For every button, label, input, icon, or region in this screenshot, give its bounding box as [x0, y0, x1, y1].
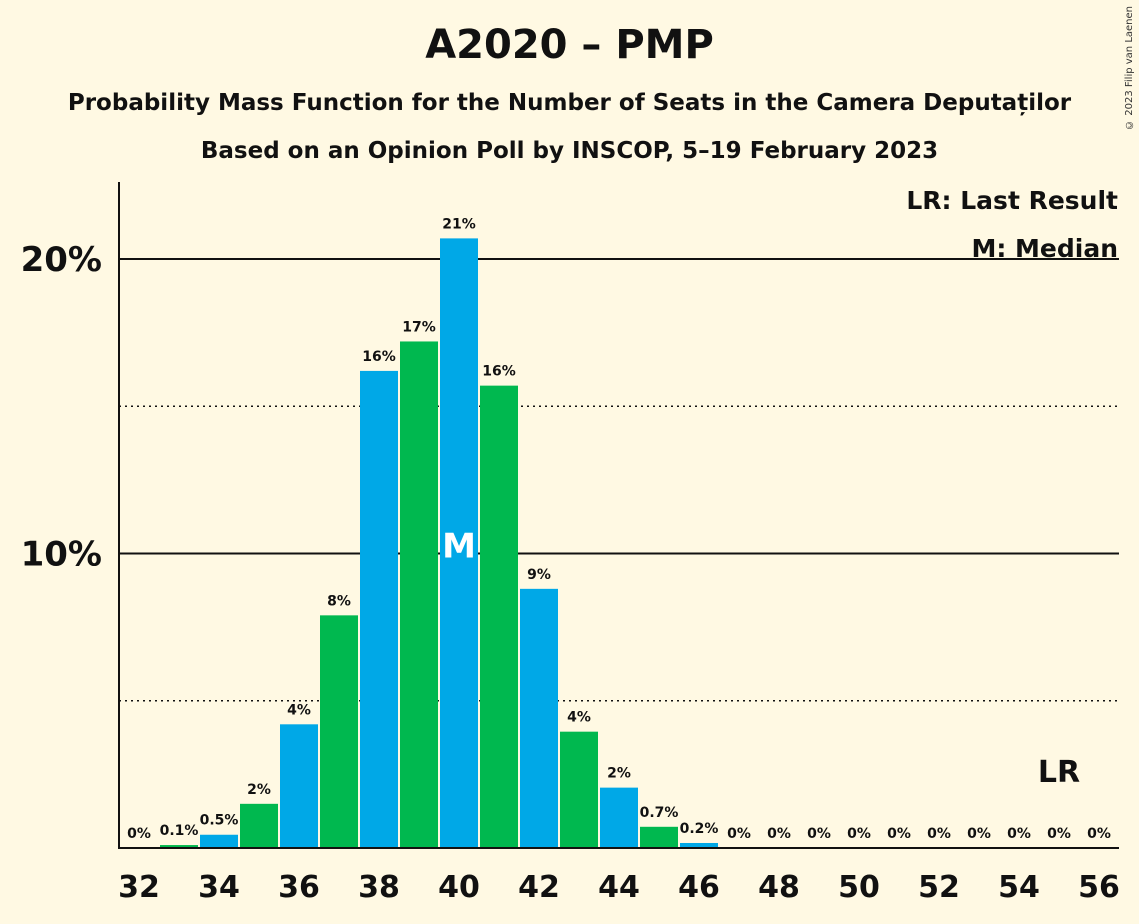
bar-label-seats-34: 0.5% — [200, 813, 239, 829]
bar-label-seats-43: 4% — [567, 710, 591, 726]
bar-label-seats-36: 4% — [287, 702, 311, 718]
x-tick-label-48: 48 — [758, 870, 800, 905]
bar-seats-39 — [400, 341, 438, 848]
bar-labels: 0% 0.1%0.5% 2% 4% 8% 16% 17% 21% 16% 9% 4% 2% 0.7%0.… — [127, 216, 1111, 842]
bar-seats-42 — [520, 588, 558, 848]
chart-title: A2020 – PMP — [425, 22, 714, 68]
x-tick-label-46: 46 — [678, 870, 720, 905]
bar-label-seats-52: 0% — [927, 826, 951, 842]
bar-label-seats-54: 0% — [1007, 826, 1031, 842]
x-tick-label-50: 50 — [838, 870, 880, 905]
x-tick-label-36: 36 — [278, 870, 320, 905]
bar-label-seats-40: 21% — [442, 216, 476, 232]
axes — [118, 182, 1119, 849]
bar-seats-36 — [280, 724, 318, 848]
gridlines — [119, 258, 1119, 702]
x-tick-label-54: 54 — [998, 870, 1040, 905]
x-tick-label-42: 42 — [518, 870, 560, 905]
bars — [160, 238, 718, 848]
bar-label-seats-37: 8% — [327, 593, 351, 609]
bar-label-seats-45: 0.7% — [640, 805, 679, 821]
bar-label-seats-55: 0% — [1047, 826, 1071, 842]
chart-subtitle: Probability Mass Function for the Number… — [67, 90, 1072, 116]
bar-label-seats-48: 0% — [767, 826, 791, 842]
last-result-marker: LR — [1038, 755, 1080, 790]
legend-median: M: Median — [971, 234, 1118, 263]
x-tick-label-44: 44 — [598, 870, 640, 905]
bar-seats-37 — [320, 615, 358, 848]
bar-label-seats-50: 0% — [847, 826, 871, 842]
bar-label-seats-35: 2% — [247, 782, 271, 798]
x-tick-label-32: 32 — [118, 870, 160, 905]
bar-label-seats-38: 16% — [362, 349, 396, 365]
bar-seats-40 — [440, 238, 478, 848]
bar-label-seats-51: 0% — [887, 826, 911, 842]
bar-label-seats-42: 9% — [527, 567, 551, 583]
bar-seats-34 — [200, 834, 238, 848]
tick-labels: 32 34 36 38 40 42 44 46 48 50 52 54 56 10% 20% — [21, 240, 1120, 905]
x-tick-label-52: 52 — [918, 870, 960, 905]
bar-seats-44 — [600, 787, 638, 848]
bar-label-seats-53: 0% — [967, 826, 991, 842]
x-tick-label-34: 34 — [198, 870, 240, 905]
bar-seats-43 — [560, 731, 598, 848]
bar-seats-45 — [640, 826, 678, 848]
bar-label-seats-33: 0.1% — [160, 823, 199, 839]
bar-label-seats-47: 0% — [727, 826, 751, 842]
bar-seats-41 — [480, 385, 518, 848]
x-tick-label-56: 56 — [1078, 870, 1120, 905]
bar-label-seats-49: 0% — [807, 826, 831, 842]
bar-label-seats-56: 0% — [1087, 826, 1111, 842]
legend: LR: Last Result M: Median — [906, 186, 1118, 263]
bar-label-seats-46: 0.2% — [680, 821, 719, 837]
bar-label-seats-41: 16% — [482, 364, 516, 380]
bar-seats-38 — [360, 370, 398, 848]
y-tick-label-10: 10% — [21, 535, 102, 575]
bar-label-seats-39: 17% — [402, 319, 436, 335]
bar-label-seats-44: 2% — [607, 766, 631, 782]
bar-seats-33 — [160, 845, 198, 848]
x-tick-label-38: 38 — [358, 870, 400, 905]
legend-last-result: LR: Last Result — [906, 186, 1118, 215]
bar-label-seats-32: 0% — [127, 826, 151, 842]
median-marker: M — [442, 527, 476, 567]
bar-seats-46 — [680, 842, 718, 848]
y-tick-label-20: 20% — [21, 240, 102, 280]
x-tick-label-40: 40 — [438, 870, 480, 905]
chart-subtitle-source: Based on an Opinion Poll by INSCOP, 5–19… — [200, 138, 939, 164]
bar-seats-35 — [240, 803, 278, 848]
